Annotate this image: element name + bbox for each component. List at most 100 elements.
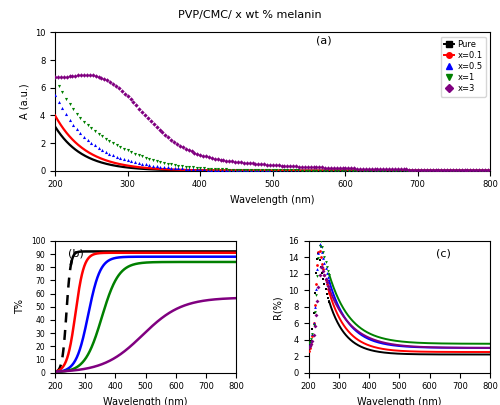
- Point: [266, 162, 274, 168]
- Text: (b): (b): [68, 249, 84, 259]
- Point: [192, 164, 200, 171]
- Point: [310, 332, 318, 338]
- Point: [301, 164, 309, 170]
- Point: [326, 278, 334, 285]
- Point: [91, 142, 99, 149]
- Point: [263, 162, 271, 168]
- Point: [403, 167, 411, 174]
- Point: [348, 167, 356, 174]
- Point: [60, 74, 68, 80]
- Point: [76, 115, 84, 121]
- Point: [330, 165, 338, 171]
- Point: [310, 309, 318, 316]
- Point: [80, 133, 88, 140]
- Point: [385, 167, 393, 174]
- Point: [302, 167, 310, 174]
- Point: [462, 167, 469, 174]
- Point: [309, 167, 317, 174]
- Point: [69, 106, 77, 112]
- Point: [62, 73, 70, 80]
- Point: [334, 167, 342, 174]
- Point: [252, 160, 260, 167]
- Point: [407, 167, 415, 174]
- Point: [312, 164, 320, 171]
- Point: [58, 105, 66, 112]
- Point: [173, 141, 181, 147]
- Point: [222, 157, 230, 164]
- Point: [443, 167, 451, 174]
- Point: [400, 167, 407, 174]
- Point: [298, 167, 306, 174]
- Point: [422, 167, 430, 174]
- Point: [182, 165, 190, 172]
- Point: [327, 167, 335, 174]
- Point: [464, 167, 471, 173]
- Point: [385, 167, 393, 174]
- Point: [324, 274, 332, 281]
- Point: [425, 167, 433, 174]
- Point: [189, 166, 197, 172]
- Point: [334, 167, 342, 174]
- Point: [287, 167, 295, 174]
- Point: [100, 76, 108, 82]
- Point: [152, 158, 160, 164]
- Point: [396, 167, 404, 174]
- Point: [313, 298, 321, 305]
- Point: [178, 165, 186, 172]
- Point: [66, 101, 74, 107]
- Point: [200, 166, 208, 173]
- Point: [318, 249, 326, 255]
- Point: [84, 122, 92, 128]
- Point: [443, 167, 451, 174]
- Point: [51, 75, 59, 81]
- Point: [455, 167, 463, 173]
- Point: [314, 250, 322, 256]
- Point: [324, 283, 332, 289]
- Point: [327, 164, 335, 171]
- Point: [88, 139, 96, 146]
- Point: [465, 167, 473, 174]
- Point: [316, 272, 324, 278]
- Point: [311, 304, 319, 311]
- Point: [205, 154, 213, 160]
- Point: [414, 167, 422, 174]
- Point: [240, 160, 248, 166]
- Point: [69, 122, 77, 128]
- Point: [306, 338, 314, 345]
- Point: [323, 290, 331, 297]
- Point: [326, 299, 334, 305]
- Point: [418, 167, 426, 174]
- Point: [284, 167, 292, 174]
- Point: [392, 167, 400, 174]
- Point: [440, 167, 448, 174]
- Point: [196, 151, 204, 158]
- Point: [290, 167, 298, 174]
- Point: [118, 87, 126, 94]
- Point: [311, 309, 319, 315]
- Point: [324, 286, 332, 292]
- Point: [314, 284, 322, 290]
- Point: [396, 166, 404, 173]
- Point: [174, 162, 182, 169]
- Point: [269, 167, 277, 174]
- Point: [218, 166, 226, 173]
- Point: [378, 167, 386, 174]
- Point: [400, 167, 407, 174]
- Point: [211, 155, 219, 162]
- Point: [316, 257, 324, 264]
- Point: [244, 167, 252, 173]
- Point: [342, 165, 349, 171]
- Point: [94, 145, 102, 151]
- Point: [106, 79, 114, 85]
- Point: [89, 72, 97, 79]
- Point: [57, 74, 65, 80]
- Point: [138, 153, 146, 160]
- Point: [472, 167, 480, 173]
- Point: [304, 344, 313, 350]
- Point: [298, 163, 306, 170]
- Point: [218, 167, 226, 173]
- Point: [88, 125, 96, 131]
- Point: [352, 167, 360, 174]
- Point: [484, 167, 492, 173]
- Point: [310, 322, 318, 328]
